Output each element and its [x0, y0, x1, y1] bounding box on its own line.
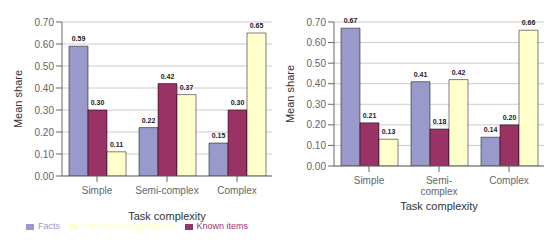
- svg-text:0.60: 0.60: [35, 39, 55, 50]
- svg-text:Semi-complex: Semi-complex: [420, 175, 457, 197]
- svg-text:Task complexity: Task complexity: [128, 210, 206, 222]
- svg-text:0.67: 0.67: [344, 17, 358, 24]
- svg-text:0.30: 0.30: [91, 99, 105, 106]
- svg-text:Simple: Simple: [82, 185, 113, 196]
- svg-text:Mean share: Mean share: [12, 70, 24, 128]
- svg-text:0.21: 0.21: [363, 112, 377, 119]
- svg-text:0.20: 0.20: [35, 127, 55, 138]
- svg-text:0.30: 0.30: [35, 105, 55, 116]
- svg-text:0.18: 0.18: [433, 118, 447, 125]
- svg-text:0.20: 0.20: [307, 119, 327, 130]
- svg-text:0.22: 0.22: [142, 117, 156, 124]
- svg-text:Semi-complex: Semi-complex: [135, 185, 198, 196]
- svg-text:0.42: 0.42: [452, 69, 466, 76]
- svg-text:0.00: 0.00: [35, 171, 55, 182]
- svg-text:0.70: 0.70: [307, 17, 327, 28]
- svg-text:Task complexity: Task complexity: [400, 200, 478, 212]
- svg-text:Mean share: Mean share: [284, 65, 296, 123]
- html-text:Facts: Facts: [37, 221, 60, 231]
- svg-text:0.60: 0.60: [307, 37, 327, 48]
- svg-text:Complex: Complex: [489, 175, 528, 186]
- svg-text:0.42: 0.42: [161, 73, 175, 80]
- svg-text:0.66: 0.66: [522, 19, 536, 26]
- svg-text:0.30: 0.30: [231, 99, 245, 106]
- svg-text:0.59: 0.59: [72, 35, 86, 42]
- svg-text:0.41: 0.41: [414, 71, 428, 78]
- svg-text:0.11: 0.11: [110, 141, 123, 148]
- svg-text:0.10: 0.10: [307, 140, 327, 151]
- svg-text:0.10: 0.10: [35, 149, 55, 160]
- svg-text:0.40: 0.40: [35, 83, 55, 94]
- svg-text:0.65: 0.65: [250, 22, 264, 29]
- svg-text:0.50: 0.50: [307, 58, 327, 69]
- svg-text:0.70: 0.70: [35, 17, 55, 28]
- html-text:Known items: Known items: [196, 221, 248, 231]
- svg-text:0.14: 0.14: [484, 126, 498, 133]
- svg-text:0.15: 0.15: [212, 132, 226, 139]
- svg-text:0.40: 0.40: [307, 78, 327, 89]
- svg-text:0.13: 0.13: [382, 128, 396, 135]
- svg-text:0.37: 0.37: [180, 84, 194, 91]
- svg-text:0.00: 0.00: [307, 161, 327, 172]
- svg-text:0.20: 0.20: [503, 114, 517, 121]
- html-text:Information aggregates: Information aggregates: [82, 221, 175, 231]
- svg-text:Complex: Complex: [217, 185, 256, 196]
- svg-text:0.50: 0.50: [35, 61, 55, 72]
- svg-text:0.30: 0.30: [307, 99, 327, 110]
- svg-text:Simple: Simple: [354, 175, 385, 186]
